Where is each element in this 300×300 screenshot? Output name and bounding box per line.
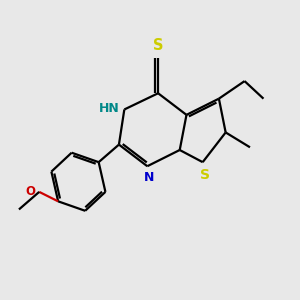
Text: HN: HN (99, 102, 119, 115)
Text: S: S (200, 168, 210, 182)
Text: S: S (153, 38, 164, 53)
Text: N: N (143, 171, 154, 184)
Text: O: O (25, 185, 35, 198)
